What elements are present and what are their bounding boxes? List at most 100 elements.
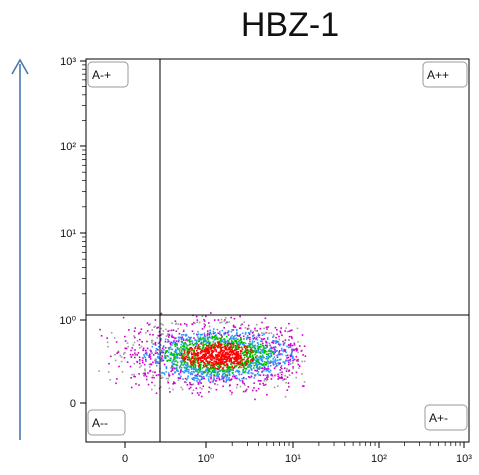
event-dot bbox=[154, 371, 156, 374]
event-dot bbox=[164, 354, 166, 357]
event-dot bbox=[293, 344, 296, 346]
event-dot bbox=[268, 370, 270, 373]
event-dot bbox=[116, 378, 118, 380]
event-dot bbox=[231, 365, 233, 368]
event-dot bbox=[160, 358, 163, 361]
event-dot bbox=[278, 350, 281, 352]
event-dot bbox=[162, 324, 164, 326]
event-dot bbox=[183, 346, 185, 348]
event-dot bbox=[280, 364, 283, 367]
event-dot bbox=[192, 360, 194, 362]
event-dot bbox=[200, 395, 203, 398]
event-dot bbox=[183, 363, 186, 365]
event-dot bbox=[178, 348, 181, 350]
event-dot bbox=[254, 369, 256, 372]
event-dot bbox=[256, 336, 258, 339]
event-dot bbox=[175, 323, 177, 325]
event-dot bbox=[185, 342, 187, 345]
event-dot bbox=[284, 374, 286, 377]
event-dot bbox=[168, 347, 171, 350]
event-dot bbox=[214, 383, 216, 385]
event-dot bbox=[155, 374, 158, 377]
event-dot bbox=[249, 348, 252, 351]
event-dot bbox=[261, 359, 263, 362]
event-dot bbox=[205, 374, 208, 377]
event-dot bbox=[264, 317, 267, 320]
event-dot bbox=[194, 347, 196, 350]
event-dot bbox=[302, 385, 304, 387]
event-dot bbox=[221, 321, 223, 324]
event-dot bbox=[290, 354, 293, 356]
event-dot bbox=[208, 351, 211, 353]
event-dot bbox=[160, 377, 163, 379]
event-dot bbox=[233, 353, 236, 356]
event-dot bbox=[204, 355, 207, 357]
event-dot bbox=[145, 358, 147, 361]
event-dot bbox=[188, 368, 190, 371]
event-dot bbox=[185, 323, 188, 326]
event-dot bbox=[183, 362, 186, 364]
event-dot bbox=[288, 322, 290, 325]
data-points bbox=[98, 312, 307, 401]
event-dot bbox=[228, 342, 230, 345]
event-dot bbox=[183, 360, 186, 362]
event-dot bbox=[186, 325, 188, 327]
event-dot bbox=[183, 343, 185, 345]
event-dot bbox=[272, 342, 275, 344]
event-dot bbox=[230, 369, 233, 371]
event-dot bbox=[197, 340, 200, 343]
event-dot bbox=[176, 361, 179, 364]
event-dot bbox=[240, 358, 243, 360]
event-dot bbox=[170, 343, 172, 346]
event-dot bbox=[139, 360, 141, 362]
event-dot bbox=[220, 360, 222, 362]
event-dot bbox=[242, 343, 244, 346]
event-dot bbox=[296, 360, 298, 362]
event-dot bbox=[197, 381, 200, 384]
event-dot bbox=[228, 321, 230, 323]
event-dot bbox=[261, 370, 263, 373]
event-dot bbox=[255, 389, 258, 392]
event-dot bbox=[249, 353, 252, 356]
event-dot bbox=[200, 343, 203, 345]
event-dot bbox=[175, 350, 178, 352]
event-dot bbox=[208, 363, 211, 365]
event-dot bbox=[132, 354, 134, 356]
event-dot bbox=[183, 359, 185, 361]
event-dot bbox=[241, 358, 244, 361]
event-dot bbox=[273, 356, 276, 358]
event-dot bbox=[191, 341, 194, 343]
event-dot bbox=[248, 363, 251, 365]
event-dot bbox=[171, 336, 174, 338]
event-dot bbox=[157, 362, 159, 364]
svg-text:A++: A++ bbox=[427, 68, 449, 82]
event-dot bbox=[149, 333, 151, 336]
event-dot bbox=[185, 367, 187, 370]
event-dot bbox=[237, 348, 239, 351]
event-dot bbox=[274, 326, 277, 329]
event-dot bbox=[188, 352, 190, 354]
event-dot bbox=[183, 356, 186, 358]
event-dot bbox=[193, 358, 196, 361]
event-dot bbox=[200, 364, 202, 366]
event-dot bbox=[150, 363, 153, 366]
event-dot bbox=[196, 321, 199, 323]
event-dot bbox=[280, 327, 282, 329]
event-dot bbox=[245, 378, 247, 380]
event-dot bbox=[253, 340, 256, 343]
event-dot bbox=[213, 374, 215, 376]
event-dot bbox=[155, 358, 157, 361]
event-dot bbox=[175, 348, 177, 351]
event-dot bbox=[200, 357, 202, 359]
event-dot bbox=[221, 335, 223, 338]
event-dot bbox=[221, 374, 224, 377]
event-dot bbox=[237, 338, 239, 341]
event-dot bbox=[259, 352, 262, 354]
event-dot bbox=[248, 370, 250, 373]
event-dot bbox=[233, 362, 236, 365]
event-dot bbox=[170, 367, 172, 369]
event-dot bbox=[254, 359, 256, 362]
event-dot bbox=[133, 375, 135, 378]
event-dot bbox=[274, 361, 277, 363]
event-dot bbox=[214, 335, 216, 338]
